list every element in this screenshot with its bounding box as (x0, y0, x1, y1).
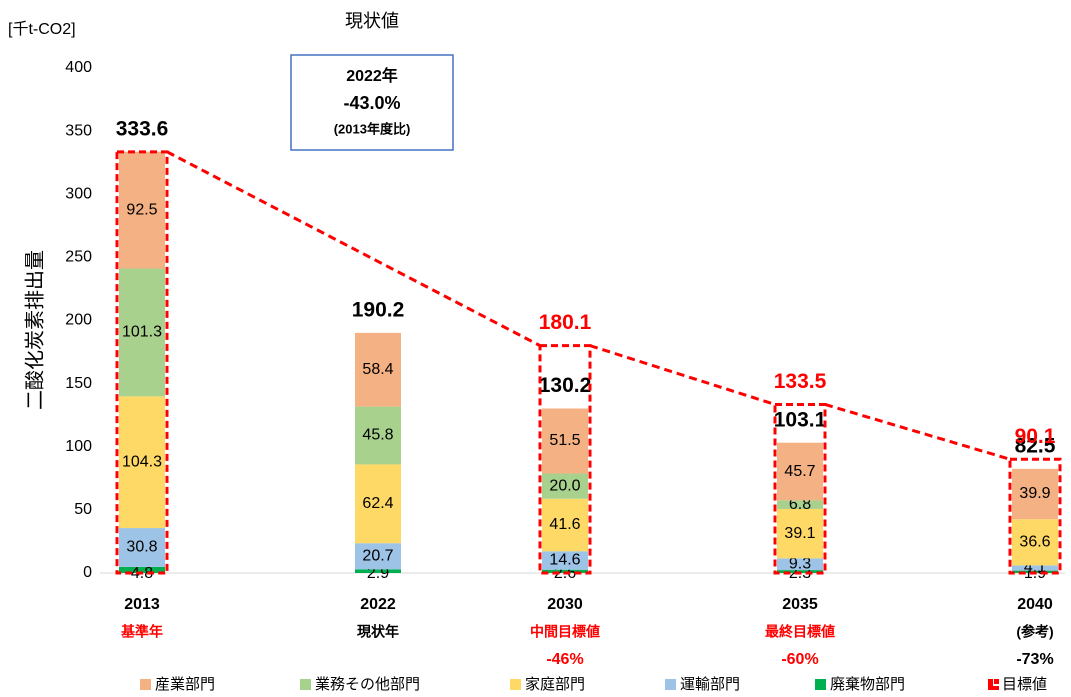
y-tick-label: 250 (65, 249, 92, 266)
bar-segment (119, 268, 165, 397)
reduction: -60% (781, 651, 818, 668)
total-label: 82.5 (1015, 434, 1056, 457)
category-note: 中間目標値 (530, 624, 600, 640)
y-tick-label: 50 (74, 501, 92, 518)
bar-segment (542, 408, 588, 474)
category-note: 基準年 (121, 624, 163, 640)
y-tick-label: 300 (65, 185, 92, 202)
bar-segment (1012, 519, 1058, 566)
y-axis-label: 二酸化炭素排出量 (23, 250, 46, 410)
legend-swatch (815, 679, 826, 690)
y-tick-label: 0 (83, 564, 92, 581)
x-tick-label: 2013 (124, 596, 160, 613)
bar-segment (355, 543, 401, 570)
bar-segment (119, 151, 165, 269)
target-label: 180.1 (539, 311, 592, 334)
bar-segment (1012, 565, 1058, 571)
data-label: 51.5 (549, 432, 580, 449)
data-label: 62.4 (362, 495, 393, 512)
data-label: 39.1 (784, 525, 815, 542)
bar-segment (542, 569, 588, 573)
data-label: 45.7 (784, 463, 815, 480)
bar-segment (542, 498, 588, 552)
y-tick-label: 400 (65, 59, 92, 76)
category-note: 現状年 (357, 624, 399, 640)
data-label: 39.9 (1019, 485, 1050, 502)
legend-swatch (988, 679, 999, 690)
legend-swatch (510, 679, 521, 690)
data-label: 101.3 (122, 324, 162, 341)
bar-segment (355, 464, 401, 544)
annotation: 2022年 (346, 66, 398, 85)
bar-segment (119, 566, 165, 573)
target-box (1008, 457, 1062, 575)
bar-segment (355, 406, 401, 465)
y-tick-label: 200 (65, 312, 92, 329)
data-label: 58.4 (362, 361, 393, 378)
data-label: 45.8 (362, 427, 393, 444)
target-line (589, 344, 776, 406)
data-label: 20.0 (549, 477, 580, 494)
data-label: 20.7 (362, 547, 393, 564)
bar-segment (355, 569, 401, 573)
data-label: 92.5 (126, 201, 157, 218)
y-tick-label: 350 (65, 122, 92, 139)
category-note: 最終目標値 (765, 624, 835, 640)
target-label: 90.1 (1015, 425, 1056, 448)
y-tick-label: 100 (65, 438, 92, 455)
x-tick-label: 2035 (782, 596, 818, 613)
x-tick-label: 2022 (360, 596, 396, 613)
reduction: -46% (546, 651, 583, 668)
data-label: 30.8 (126, 539, 157, 556)
data-label: 36.6 (1019, 534, 1050, 551)
legend-swatch (300, 679, 311, 690)
total-label: 130.2 (539, 374, 592, 397)
legend-label: 廃棄物部門 (830, 675, 905, 693)
legend-swatch (140, 679, 151, 690)
bar-segment (777, 558, 823, 571)
target-box (538, 344, 592, 575)
bar-segment (777, 500, 823, 509)
total-label: 333.6 (116, 117, 169, 140)
legend-label: 産業部門 (155, 676, 215, 693)
legend-label: 目標値 (1002, 676, 1047, 693)
legend-swatch (665, 679, 676, 690)
data-label: 9.3 (789, 555, 811, 572)
bar-segment (777, 508, 823, 559)
target-line (824, 403, 1011, 461)
bar-segment (119, 396, 165, 529)
target-box (115, 150, 169, 575)
target-label: 133.5 (774, 370, 827, 393)
bar-segment (1012, 468, 1058, 520)
total-label: 103.1 (774, 408, 827, 431)
reduction: -73% (1016, 651, 1053, 668)
annotation: (2013年度比) (334, 121, 411, 136)
bar-segment (777, 442, 823, 501)
target-box (773, 402, 827, 575)
total-label: 190.2 (352, 298, 405, 321)
data-label: 2.9 (367, 565, 389, 582)
y-tick-label: 150 (65, 375, 92, 392)
x-tick-label: 2040 (1017, 596, 1053, 613)
annotation-box (290, 54, 454, 151)
bar-segment (542, 473, 588, 499)
data-label: 104.3 (122, 453, 162, 470)
annotation: -43.0% (343, 93, 400, 113)
data-label: 41.6 (549, 516, 580, 533)
chart-title: 現状値 (345, 11, 399, 31)
bar-segment (542, 551, 588, 570)
y-unit: [千t-CO2] (8, 20, 76, 38)
legend-label: 運輸部門 (680, 676, 740, 693)
bar-segment (119, 528, 165, 567)
bar-segment (355, 332, 401, 407)
data-label: 14.6 (549, 552, 580, 569)
target-line (166, 150, 541, 347)
x-tick-label: 2030 (547, 596, 583, 613)
legend-label: 業務その他部門 (315, 676, 420, 693)
category-note: (参考) (1016, 624, 1053, 640)
legend-label: 家庭部門 (525, 676, 585, 693)
